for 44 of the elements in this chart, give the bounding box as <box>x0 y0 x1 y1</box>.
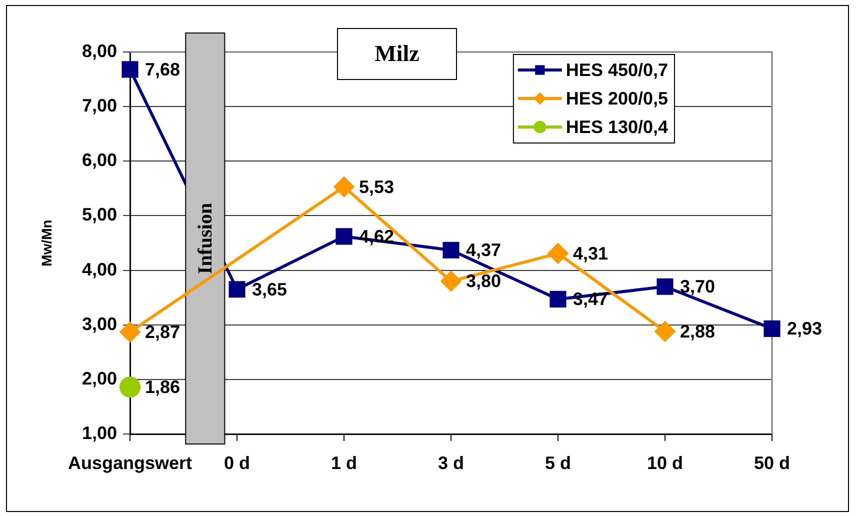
legend-label: HES 130/0,4 <box>566 116 668 137</box>
y-tick-label: 5,00 <box>82 204 117 225</box>
data-label: 3,70 <box>680 276 716 297</box>
point <box>120 321 140 342</box>
y-tick-label: 7,00 <box>82 96 117 116</box>
data-label: 7,68 <box>145 59 180 80</box>
legend-label: HES 450/0,7 <box>566 60 668 80</box>
y-axis-title: Mw/Mn <box>38 220 54 266</box>
x-tick-label: 0 d <box>224 452 250 473</box>
x-tick-label: 10 d <box>646 452 684 473</box>
data-label: 3,65 <box>252 279 288 300</box>
point <box>228 281 246 298</box>
point <box>122 61 138 78</box>
point <box>442 242 460 258</box>
point <box>654 320 676 342</box>
data-label: 1,86 <box>145 377 180 398</box>
x-tick-label: 3 d <box>438 452 464 473</box>
data-label: 5,53 <box>359 176 394 197</box>
legend-label: HES 200/0,5 <box>566 88 668 108</box>
data-label: 4,31 <box>573 243 608 264</box>
y-tick-label: 3,00 <box>82 314 117 334</box>
data-label: 2,88 <box>680 321 716 342</box>
x-tick-label: Ausgangswert <box>68 452 192 473</box>
point <box>656 278 674 295</box>
y-tick-label: 6,00 <box>82 150 117 170</box>
y-tick-label: 4,00 <box>82 259 117 280</box>
point <box>548 242 568 264</box>
data-label: 2,93 <box>787 318 822 339</box>
x-tick-label: 50 d <box>754 452 790 473</box>
band-label: Infusion <box>194 202 216 274</box>
data-label: 4,37 <box>466 240 502 260</box>
point <box>550 290 566 308</box>
x-tick-label: 1 d <box>330 452 358 473</box>
point <box>334 176 354 198</box>
point <box>440 270 462 292</box>
data-label: 3,80 <box>466 271 502 292</box>
x-tick-label: 5 d <box>544 452 572 473</box>
y-tick-label: 2,00 <box>82 368 117 388</box>
point <box>764 320 780 337</box>
y-tick-label: 1,00 <box>82 422 117 443</box>
point <box>120 376 140 398</box>
y-tick-label: 8,00 <box>82 40 117 61</box>
point <box>336 228 352 245</box>
data-label: 2,87 <box>145 322 180 342</box>
